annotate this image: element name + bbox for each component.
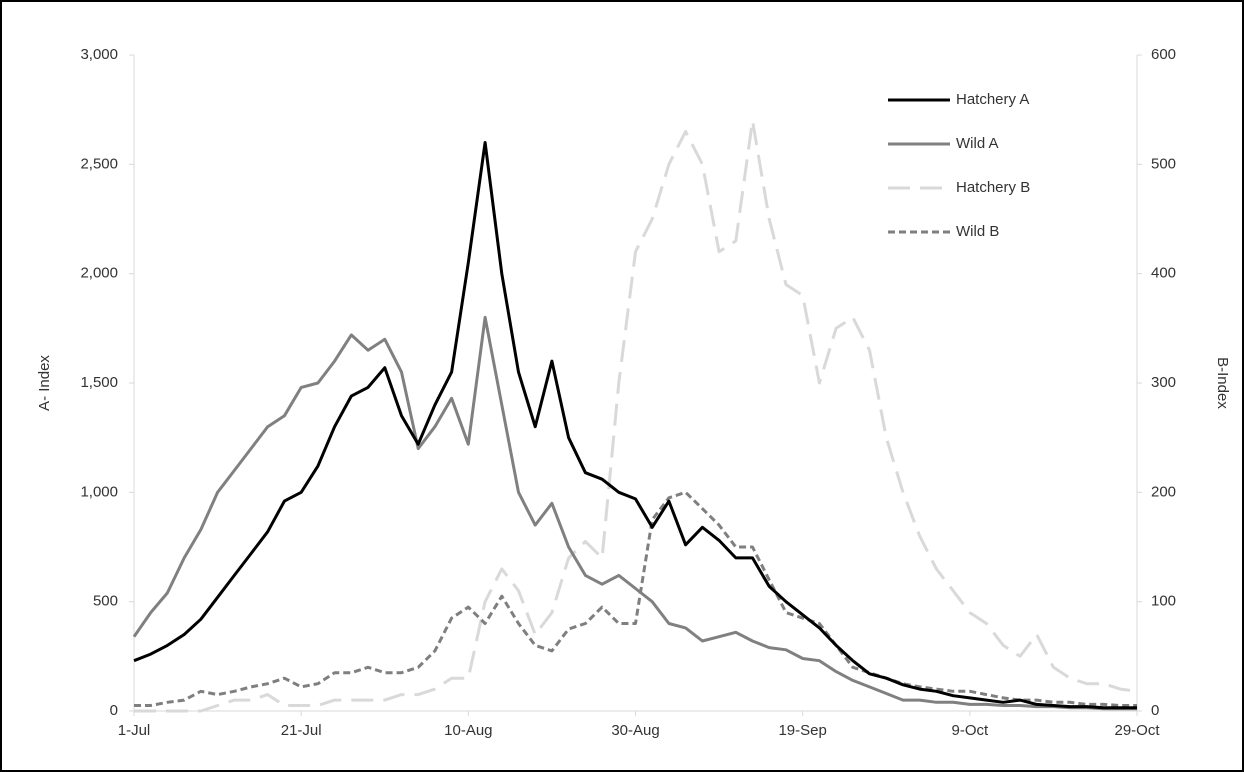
y2-axis-label: B-Index (1214, 357, 1231, 409)
x-tick-label: 1-Jul (118, 722, 151, 739)
y-tick-label: 1,000 (80, 483, 118, 500)
legend-label: Hatchery B (956, 179, 1030, 196)
y2-tick-label: 400 (1151, 265, 1176, 282)
series-line (134, 490, 1137, 707)
y2-tick-label: 500 (1151, 155, 1176, 172)
y-tick-label: 2,500 (80, 155, 118, 172)
legend-label: Wild B (956, 223, 999, 240)
x-tick-label: 29-Oct (1114, 722, 1160, 739)
series-line (133, 141, 1137, 710)
x-tick-label: 21-Jul (281, 722, 322, 739)
x-tick-label: 30-Aug (611, 722, 659, 739)
y2-tick-label: 100 (1151, 593, 1176, 610)
x-tick-label: 19-Sep (778, 722, 826, 739)
x-tick-label: 10-Aug (444, 722, 492, 739)
y2-tick-label: 600 (1151, 46, 1176, 63)
y2-tick-label: 0 (1151, 702, 1159, 719)
y-tick-label: 2,000 (80, 265, 118, 282)
y-tick-label: 0 (110, 702, 118, 719)
legend-label: Wild A (956, 135, 999, 152)
series-line (132, 315, 1137, 711)
series-line (134, 119, 1138, 713)
y-tick-label: 500 (93, 593, 118, 610)
y2-tick-label: 200 (1151, 483, 1176, 500)
x-tick-label: 9-Oct (951, 722, 989, 739)
y2-tick-label: 300 (1151, 374, 1176, 391)
y-axis-label: A- Index (36, 355, 53, 411)
legend-label: Hatchery A (956, 91, 1029, 108)
y-tick-label: 1,500 (80, 374, 118, 391)
y-tick-label: 3,000 (80, 46, 118, 63)
